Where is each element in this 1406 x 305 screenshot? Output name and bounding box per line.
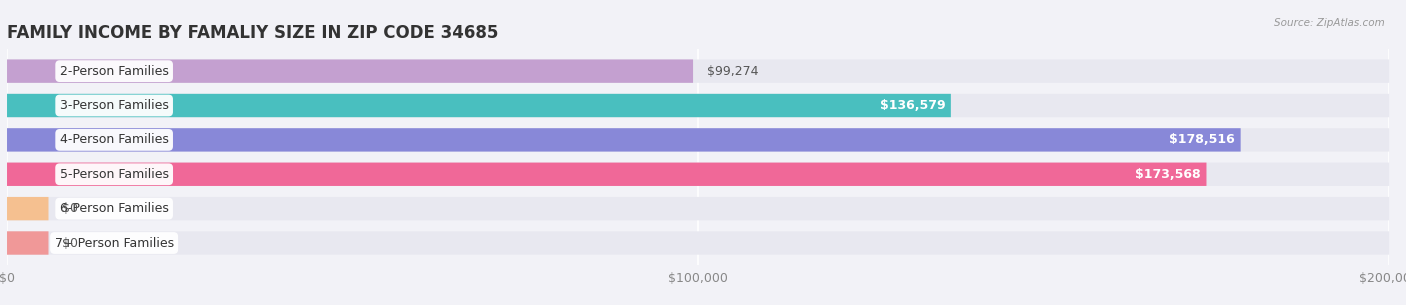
FancyBboxPatch shape (7, 163, 1389, 186)
Text: $178,516: $178,516 (1170, 133, 1234, 146)
FancyBboxPatch shape (7, 94, 950, 117)
FancyBboxPatch shape (7, 231, 1389, 255)
Text: $0: $0 (62, 202, 79, 215)
Text: 6-Person Families: 6-Person Families (59, 202, 169, 215)
FancyBboxPatch shape (7, 163, 1206, 186)
Text: 3-Person Families: 3-Person Families (59, 99, 169, 112)
FancyBboxPatch shape (7, 94, 1389, 117)
FancyBboxPatch shape (7, 197, 1389, 220)
FancyBboxPatch shape (7, 128, 1389, 152)
Text: 5-Person Families: 5-Person Families (59, 168, 169, 181)
Text: 7+ Person Families: 7+ Person Families (55, 236, 174, 249)
Text: $0: $0 (62, 236, 79, 249)
Text: FAMILY INCOME BY FAMALIY SIZE IN ZIP CODE 34685: FAMILY INCOME BY FAMALIY SIZE IN ZIP COD… (7, 24, 498, 42)
Text: $99,274: $99,274 (707, 65, 758, 78)
Text: 4-Person Families: 4-Person Families (59, 133, 169, 146)
FancyBboxPatch shape (7, 59, 1389, 83)
Text: 2-Person Families: 2-Person Families (59, 65, 169, 78)
Text: $136,579: $136,579 (880, 99, 945, 112)
FancyBboxPatch shape (7, 231, 48, 255)
Text: $173,568: $173,568 (1135, 168, 1201, 181)
FancyBboxPatch shape (7, 128, 1240, 152)
FancyBboxPatch shape (7, 197, 48, 220)
FancyBboxPatch shape (7, 59, 693, 83)
Text: Source: ZipAtlas.com: Source: ZipAtlas.com (1274, 18, 1385, 28)
